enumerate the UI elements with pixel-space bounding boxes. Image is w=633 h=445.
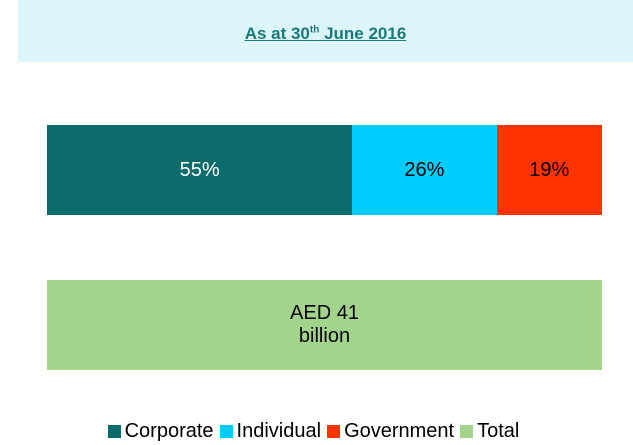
legend-label: Government bbox=[344, 420, 455, 442]
legend-item: Government bbox=[327, 420, 454, 443]
legend: Corporate Individual Government Total bbox=[0, 420, 633, 443]
title-sup: th bbox=[309, 24, 320, 36]
legend-item: Individual bbox=[219, 420, 322, 443]
legend-swatch bbox=[460, 425, 474, 438]
total-bar: AED 41 billion bbox=[47, 280, 602, 370]
title-part: As at 30 bbox=[244, 24, 310, 43]
bar-segment: 26% bbox=[352, 125, 497, 215]
chart-title: As at 30th June 2016 bbox=[18, 24, 633, 44]
bar-segment: 55% bbox=[47, 125, 353, 215]
legend-label: Corporate bbox=[124, 420, 214, 442]
value-label: 19% bbox=[529, 158, 570, 181]
value-label: 26% bbox=[404, 158, 445, 181]
legend-swatch bbox=[219, 425, 233, 438]
legend-label: Total bbox=[477, 420, 520, 442]
legend-label: Individual bbox=[236, 420, 322, 442]
legend-item: Total bbox=[460, 420, 519, 443]
legend-item: Corporate bbox=[107, 420, 214, 443]
value-label: 55% bbox=[179, 158, 220, 181]
legend-swatch bbox=[327, 425, 341, 438]
legend-swatch bbox=[107, 425, 121, 438]
bar-segment: 19% bbox=[496, 125, 602, 215]
title-part: June 2016 bbox=[319, 24, 407, 43]
total-label: AED 41 billion bbox=[290, 302, 359, 347]
header-band bbox=[18, 0, 633, 62]
